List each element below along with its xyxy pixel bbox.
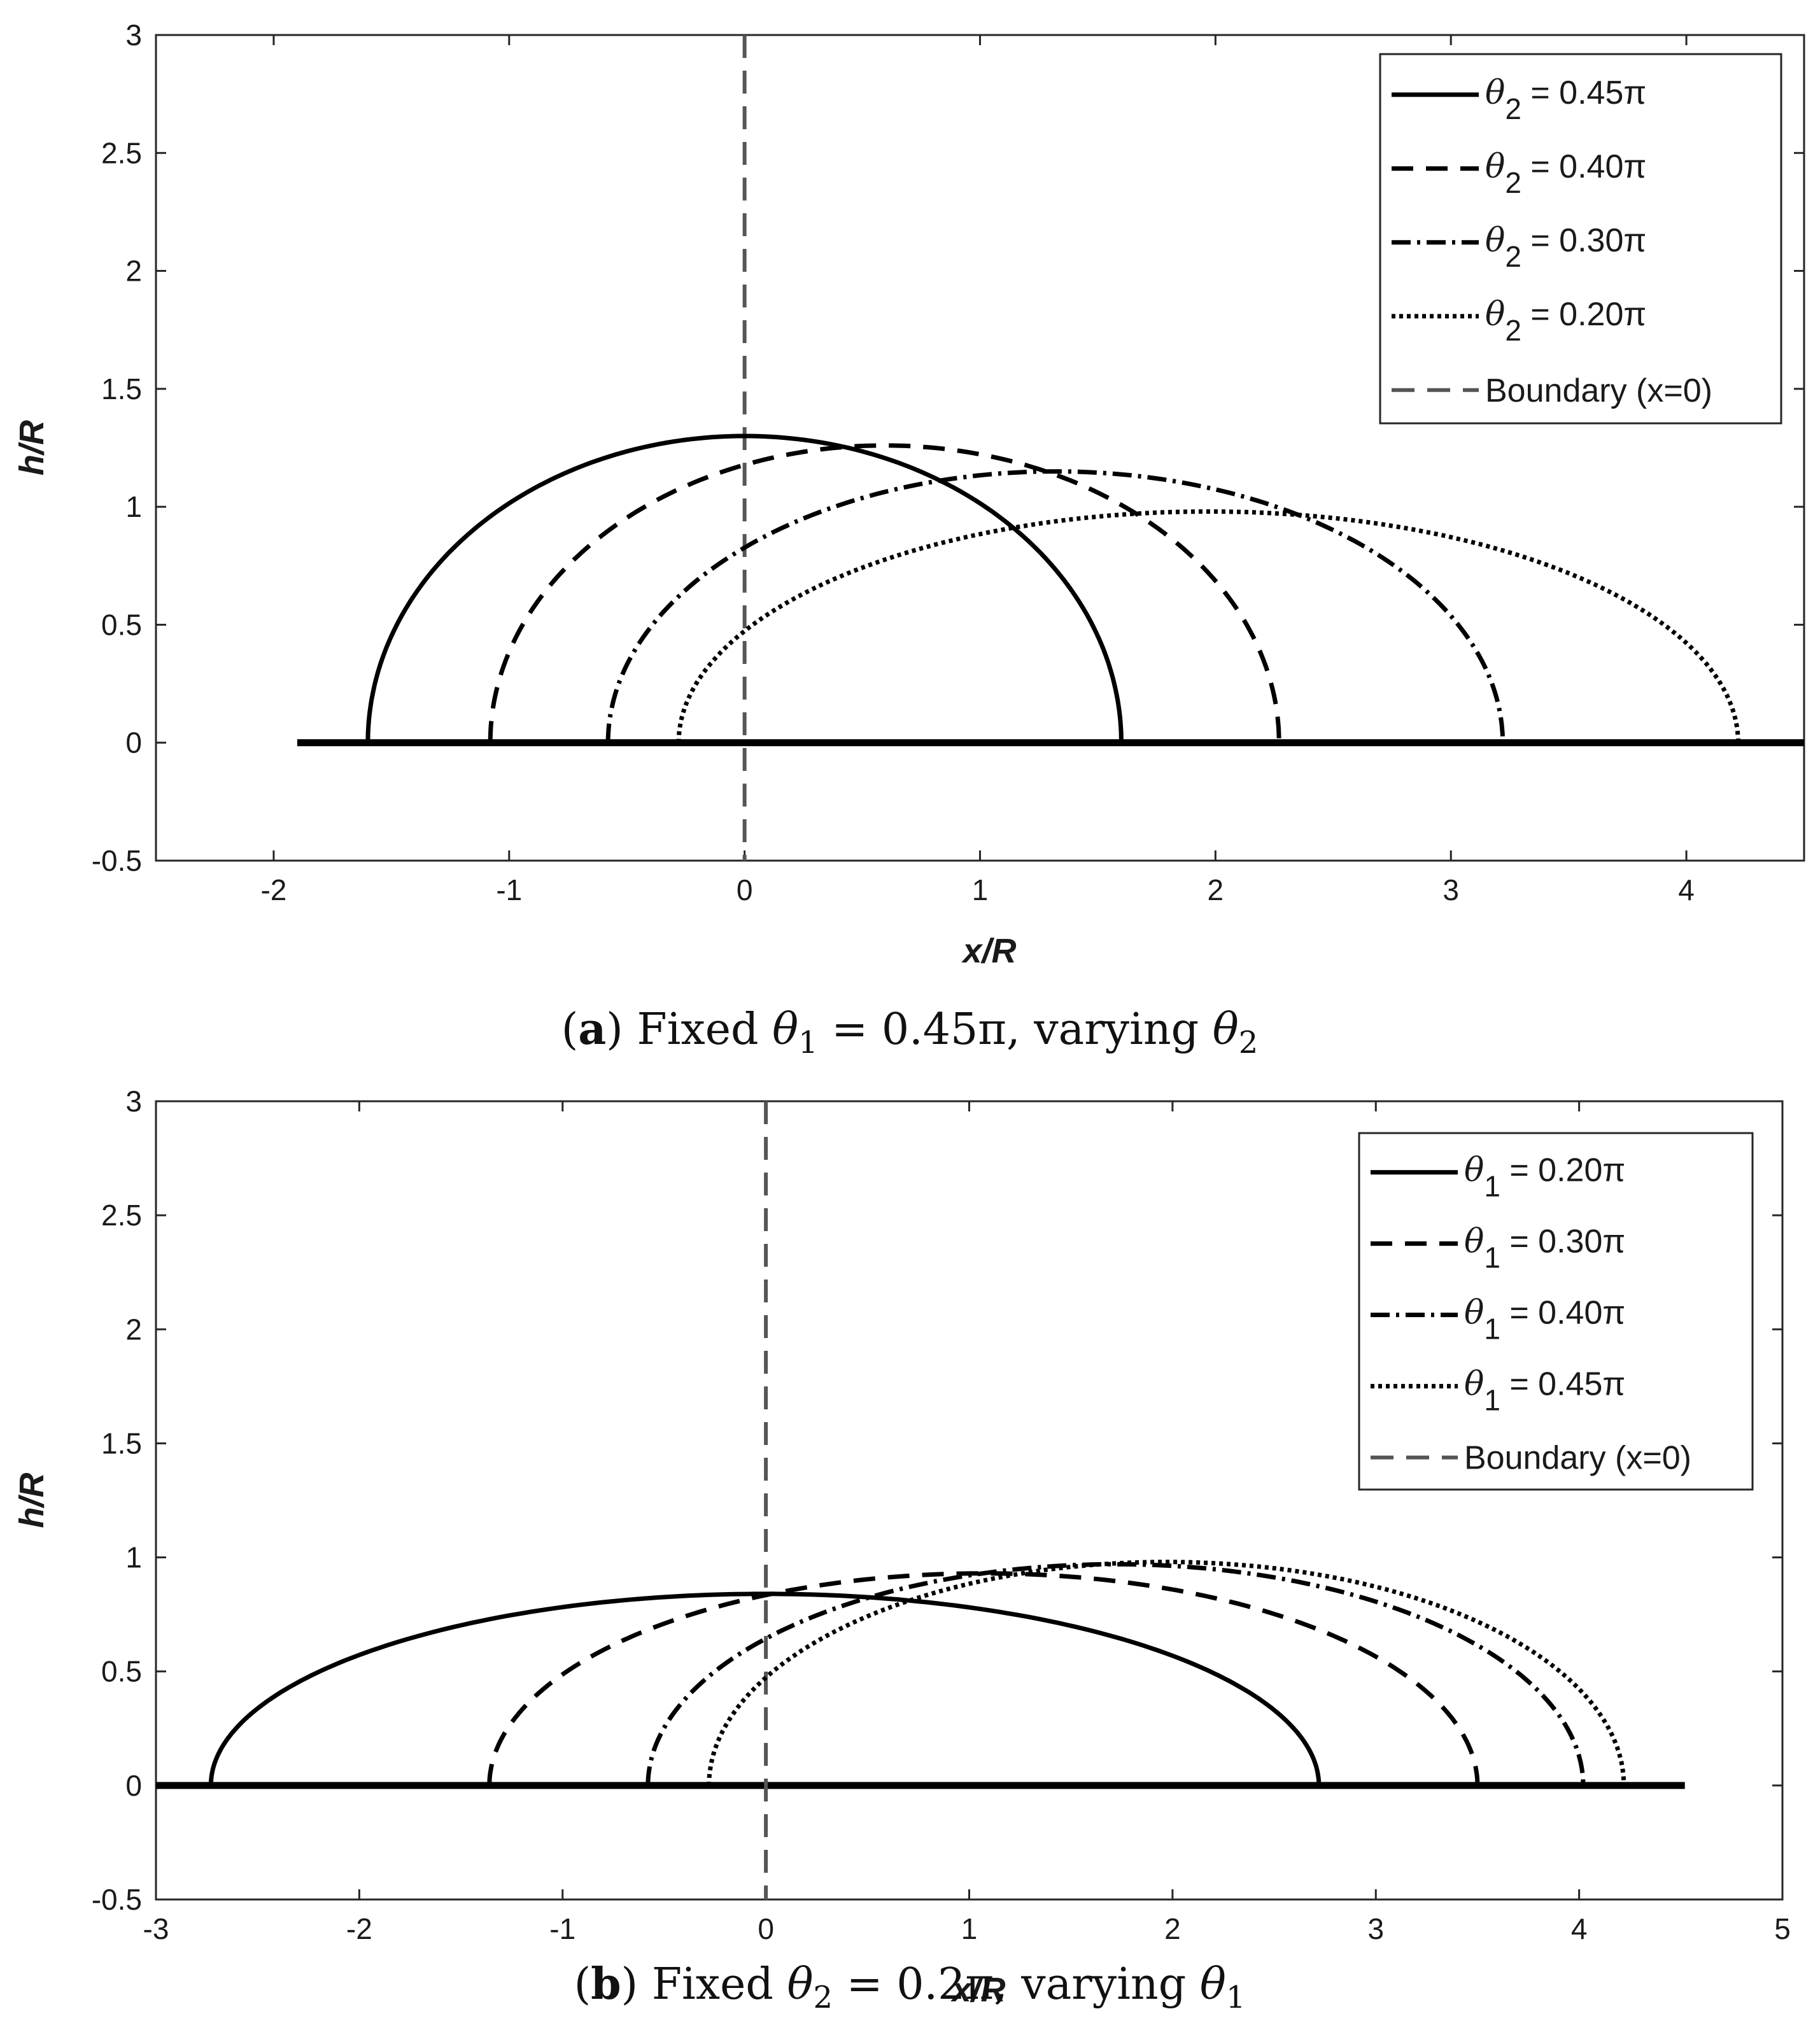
legend-label: θ2 = 0.30π <box>1485 222 1646 273</box>
y-tick-label: 2 <box>125 1313 142 1346</box>
legend-box <box>1358 1132 1754 1491</box>
legend-label: θ2 = 0.20π <box>1485 295 1646 347</box>
x-tick-label: 2 <box>1164 1912 1181 1945</box>
y-tick-label: 3 <box>125 1085 142 1118</box>
x-tick-label: 3 <box>1443 873 1459 906</box>
x-tick-label: 1 <box>961 1912 978 1945</box>
legend-label: θ1 = 0.45π <box>1464 1365 1625 1417</box>
legend-item: θ1 = 0.20π <box>1371 1152 1625 1203</box>
y-axis-title: h/R <box>13 1473 51 1528</box>
legend-label: θ2 = 0.40π <box>1485 148 1646 199</box>
chart-panel-b: -3 -2 -1 0 1 2 3 4 5 -0.5 0 0.5 1 1.5 2 2.5 3 x/R h/R θ1 = … <box>13 1085 1791 2015</box>
y-tick-label: 2 <box>125 255 142 288</box>
x-tick-label: 1 <box>972 873 989 906</box>
series-line-dotted <box>707 1560 1626 1786</box>
series-line-dashdot <box>605 469 1506 743</box>
legend-item: θ1 = 0.45π <box>1371 1365 1625 1417</box>
legend: θ2 = 0.45π θ2 = 0.40π θ2 = 0.30π θ2 = 0.20π… <box>1379 53 1782 425</box>
y-tick-label: 2.5 <box>101 136 142 169</box>
series-line-dashed <box>487 1571 1480 1786</box>
plot-area <box>156 1101 1685 1900</box>
x-axis-title: x/R <box>950 1971 1005 2009</box>
x-tick-label: -2 <box>346 1912 372 1945</box>
series-line-solid <box>365 433 1124 743</box>
series-line-dashdot <box>645 1561 1586 1786</box>
legend-item: θ2 = 0.30π <box>1392 222 1646 273</box>
legend-label: Boundary (x=0) <box>1485 372 1712 409</box>
series-line-dotted <box>676 509 1740 743</box>
y-tick-label: 0 <box>125 726 142 759</box>
legend-item: θ2 = 0.45π <box>1392 74 1646 125</box>
x-tick-label: 0 <box>737 873 753 906</box>
y-tick-label: 3 <box>125 18 142 52</box>
x-tick-label: -1 <box>549 1912 575 1945</box>
series-line-dashed <box>488 443 1281 743</box>
legend-label: θ1 = 0.40π <box>1464 1294 1625 1346</box>
legend-label: θ1 = 0.30π <box>1464 1223 1625 1274</box>
legend-label: Boundary (x=0) <box>1464 1440 1691 1477</box>
chart-panel-a: -2 -1 0 1 2 3 4 -0.5 0 0.5 1 1.5 2 2.5 3 x/R h/R θ2 = 0.4… <box>13 18 1805 1061</box>
legend-item: θ1 = 0.30π <box>1371 1223 1625 1274</box>
legend-item: θ1 = 0.40π <box>1371 1294 1625 1346</box>
x-tick-label: 4 <box>1678 873 1695 906</box>
legend-item: θ2 = 0.20π <box>1392 295 1646 347</box>
y-tick-label: 1 <box>125 1541 142 1574</box>
x-tick-label: -1 <box>496 873 522 906</box>
legend-item: θ2 = 0.40π <box>1392 148 1646 199</box>
y-tick-label: 0.5 <box>101 608 142 641</box>
figure-caption: (b) Fixed θ2 = 0.2π, varying θ1 <box>574 1959 1246 2015</box>
legend-item: Boundary (x=0) <box>1392 372 1712 409</box>
x-tick-label: 3 <box>1367 1912 1384 1945</box>
x-tick-label: 5 <box>1774 1912 1791 1945</box>
x-axis-title: x/R <box>961 932 1016 970</box>
y-axis-title: h/R <box>13 420 51 476</box>
legend-label: θ1 = 0.20π <box>1464 1152 1625 1203</box>
y-tick-label: -0.5 <box>92 1883 142 1916</box>
y-tick-label: 0 <box>125 1769 142 1802</box>
legend-box <box>1379 53 1782 425</box>
y-tick-label: 0.5 <box>101 1655 142 1688</box>
x-tick-label: 2 <box>1208 873 1224 906</box>
plot-area <box>297 35 1804 861</box>
y-tick-label: 1 <box>125 490 142 523</box>
y-tick-label: 1.5 <box>101 1427 142 1460</box>
y-tick-label: 1.5 <box>101 372 142 405</box>
figure-caption: (a) Fixed θ1 = 0.45π, varying θ2 <box>561 1004 1259 1061</box>
legend-item: Boundary (x=0) <box>1371 1440 1691 1477</box>
x-tick-label: -3 <box>143 1912 169 1945</box>
legend: θ1 = 0.20π θ1 = 0.30π θ1 = 0.40π θ1 = 0.45π… <box>1358 1132 1754 1491</box>
legend-label: θ2 = 0.45π <box>1485 74 1646 125</box>
y-tick-label: -0.5 <box>92 844 142 877</box>
y-tick-label: 2.5 <box>101 1199 142 1232</box>
x-tick-label: 4 <box>1571 1912 1588 1945</box>
x-tick-label: 0 <box>758 1912 774 1945</box>
x-tick-label: -2 <box>260 873 286 906</box>
